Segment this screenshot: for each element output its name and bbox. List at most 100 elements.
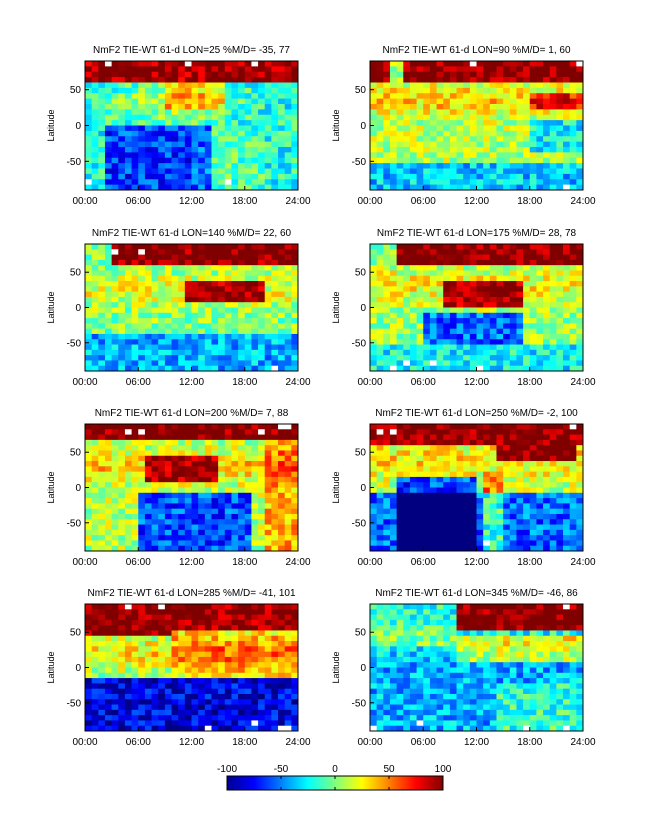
heatmap-cell <box>164 445 172 451</box>
heatmap-cell <box>523 333 531 340</box>
heatmap-cell <box>516 360 524 367</box>
heatmap-cell <box>389 152 398 159</box>
heatmap-cell <box>503 254 511 261</box>
heatmap-cell <box>476 136 484 143</box>
heatmap-cell <box>396 93 404 100</box>
heatmap-cell <box>443 339 451 345</box>
heatmap-cell <box>164 130 172 137</box>
heatmap-cell <box>184 519 192 525</box>
heatmap-cell <box>271 328 279 335</box>
heatmap-cell <box>251 635 259 642</box>
heatmap-cell <box>151 540 159 547</box>
heatmap-cell <box>131 609 139 615</box>
heatmap-cell <box>278 275 286 282</box>
heatmap-cell <box>244 540 252 547</box>
heatmap-cell <box>396 71 404 78</box>
heatmap-cell <box>469 152 477 159</box>
heatmap-cell <box>178 82 186 89</box>
heatmap-cell <box>469 318 477 324</box>
heatmap-cell <box>429 498 437 504</box>
heatmap-cell <box>529 61 537 67</box>
heatmap-cell <box>264 524 272 531</box>
heatmap-cell <box>184 429 192 435</box>
heatmap-cell <box>131 270 139 277</box>
heatmap-cell <box>231 535 239 541</box>
heatmap-cell <box>449 152 457 159</box>
heatmap-cell <box>456 270 464 277</box>
heatmap-cell <box>536 498 544 504</box>
heatmap-cell <box>409 141 417 148</box>
heatmap-cell <box>291 339 299 345</box>
heatmap-cell <box>416 163 424 169</box>
heatmap-cell <box>171 168 179 175</box>
heatmap-cell <box>138 302 146 308</box>
heatmap-cell <box>284 259 292 266</box>
heatmap-cell <box>416 545 424 552</box>
heatmap-cell <box>251 130 259 137</box>
heatmap-cell <box>91 625 99 631</box>
heatmap-cell <box>496 168 504 175</box>
heatmap-cell <box>556 61 564 67</box>
heatmap-cell <box>144 519 152 525</box>
heatmap-cell <box>258 524 266 531</box>
heatmap-cell <box>543 120 551 126</box>
heatmap-cell <box>178 275 186 282</box>
heatmap-cell <box>191 476 199 483</box>
heatmap-cell <box>569 476 577 483</box>
heatmap-cell <box>158 641 166 647</box>
heatmap-cell <box>271 545 279 552</box>
heatmap-cell <box>258 614 266 621</box>
heatmap-cell <box>138 604 146 610</box>
heatmap-cell <box>516 333 524 340</box>
heatmap-cell <box>171 130 179 137</box>
heatmap-cell <box>509 540 517 547</box>
heatmap-cell <box>85 318 93 324</box>
heatmap-cell <box>231 184 239 191</box>
heatmap-cell <box>171 318 179 324</box>
heatmap-cell <box>376 136 384 143</box>
heatmap-cell <box>429 163 437 169</box>
heatmap-cell <box>576 365 584 372</box>
heatmap-cell <box>224 529 232 536</box>
heatmap-cell <box>563 259 571 266</box>
heatmap-cell <box>370 302 378 308</box>
heatmap-cell <box>251 625 259 631</box>
heatmap-cell <box>436 254 444 261</box>
heatmap-cell <box>124 630 132 637</box>
heatmap-cell <box>284 179 292 186</box>
heatmap-cell <box>463 109 471 116</box>
heatmap-cell <box>536 163 544 169</box>
heatmap-cell <box>164 82 172 89</box>
heatmap-cell <box>529 104 537 110</box>
heatmap-cell <box>171 630 179 637</box>
heatmap-cell <box>370 312 378 319</box>
heatmap-cell <box>383 471 391 478</box>
heatmap-cell <box>476 254 484 261</box>
heatmap-cell <box>556 471 564 478</box>
heatmap-cell <box>218 61 226 67</box>
heatmap-cell <box>224 136 232 143</box>
heatmap-cell <box>483 184 491 191</box>
heatmap-cell <box>271 529 279 536</box>
heatmap-cell <box>278 152 286 159</box>
heatmap-cell <box>238 114 246 121</box>
heatmap-cell <box>118 540 126 547</box>
heatmap-cell <box>178 482 186 488</box>
heatmap-cell <box>198 136 206 143</box>
heatmap-cell <box>184 173 192 180</box>
heatmap-cell <box>489 540 497 547</box>
heatmap-cell <box>184 339 192 345</box>
heatmap-cell <box>529 508 537 515</box>
heatmap-cell <box>111 87 119 94</box>
heatmap-cell <box>258 360 266 367</box>
heatmap-cell <box>436 291 444 298</box>
heatmap-cell <box>403 141 411 148</box>
heatmap-cell <box>111 604 119 610</box>
heatmap-cell <box>563 519 571 525</box>
heatmap-cell <box>503 136 511 143</box>
heatmap-cell <box>409 492 417 499</box>
heatmap-cell <box>258 604 266 610</box>
heatmap-cell <box>118 339 126 345</box>
heatmap-cell <box>469 281 477 287</box>
heatmap-cell <box>569 445 577 451</box>
